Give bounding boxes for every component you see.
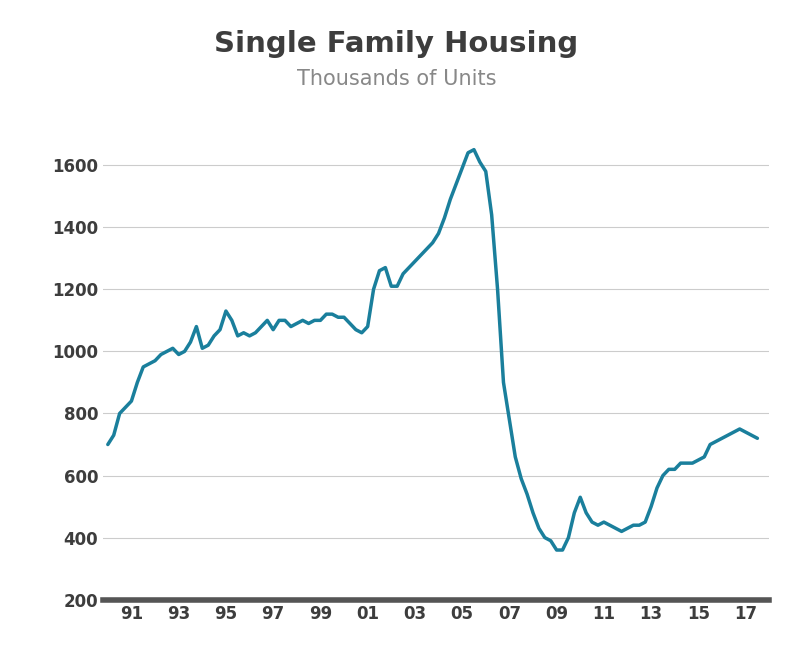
Text: Thousands of Units: Thousands of Units xyxy=(297,69,496,89)
Text: Single Family Housing: Single Family Housing xyxy=(214,30,579,57)
